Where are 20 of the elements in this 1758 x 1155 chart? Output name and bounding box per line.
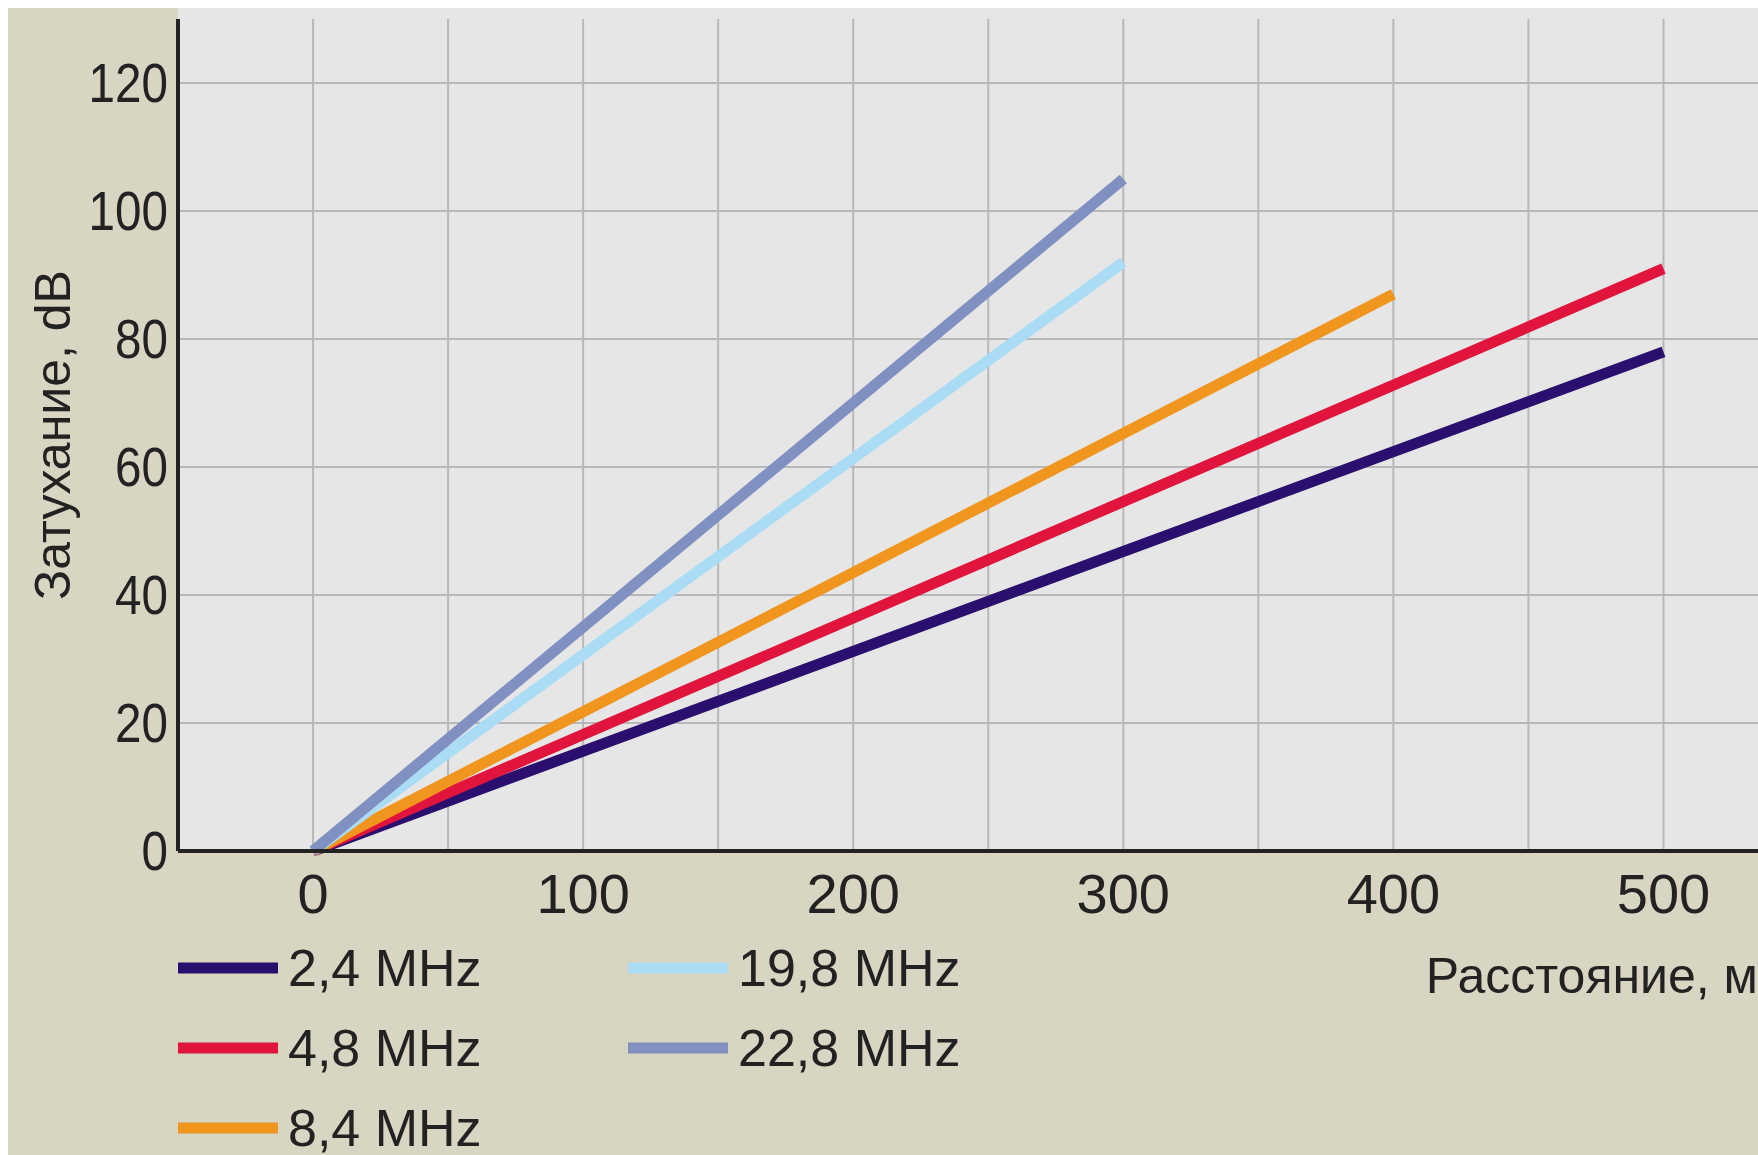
x-tick-label: 0 <box>297 862 329 925</box>
legend-label: 4,8 MHz <box>288 1019 482 1077</box>
legend-label: 8,4 MHz <box>288 1099 482 1155</box>
y-tick-label: 0 <box>141 819 168 883</box>
x-axis-title: Расстояние, м <box>1425 948 1758 1004</box>
y-tick-label: 120 <box>88 51 168 115</box>
x-tick-label: 300 <box>1076 862 1171 925</box>
x-tick-label: 500 <box>1616 862 1711 925</box>
y-tick-label: 40 <box>115 563 168 627</box>
y-tick-label: 20 <box>115 691 168 755</box>
legend-label: 19,8 MHz <box>738 939 961 997</box>
x-tick-label: 200 <box>806 862 900 925</box>
x-tick-label: 100 <box>536 862 630 925</box>
y-tick-label: 80 <box>115 307 168 371</box>
y-axis-title: Затухание, dB <box>25 270 81 600</box>
legend-label: 2,4 MHz <box>288 939 482 997</box>
y-tick-label: 100 <box>88 179 168 243</box>
x-tick-label: 400 <box>1346 862 1441 925</box>
y-tick-label: 60 <box>115 435 168 499</box>
legend-label: 22,8 MHz <box>738 1019 961 1077</box>
